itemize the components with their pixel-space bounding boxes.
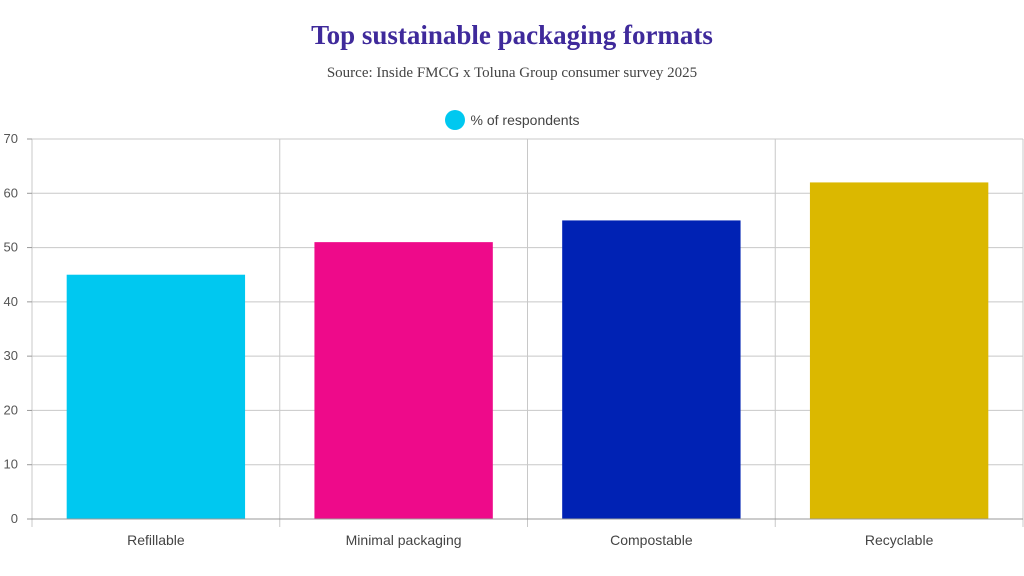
y-tick-label: 60	[4, 185, 18, 200]
x-tick-label: Compostable	[610, 532, 693, 548]
y-tick-label: 50	[4, 240, 18, 255]
bar-recyclable	[809, 182, 989, 519]
y-tick-label: 10	[4, 457, 18, 472]
chart-subtitle: Source: Inside FMCG x Toluna Group consu…	[326, 65, 698, 81]
y-tick-label: 0	[11, 511, 18, 526]
y-tick-label: 30	[4, 348, 18, 363]
legend-label: % of respondents	[470, 112, 580, 128]
y-tick-label: 20	[4, 402, 18, 417]
axis-layer: 0 10 20 30 40 50 60 70 Refillable Minimal packagi…	[4, 131, 1023, 548]
legend[interactable]: % of respondents	[0, 110, 1024, 130]
x-tick-label: Minimal packaging	[346, 532, 462, 548]
x-tick-label: Recyclable	[865, 532, 934, 548]
x-tick-label: Refillable	[127, 532, 185, 548]
chart-title: Top sustainable packaging formats	[311, 20, 713, 50]
bar-compostable	[562, 220, 741, 519]
bar-minimal-packaging	[314, 242, 493, 519]
bar-layer	[66, 182, 989, 519]
y-tick-label: 40	[4, 294, 18, 309]
bar-refillable	[66, 274, 246, 519]
legend-swatch	[444, 110, 465, 130]
y-tick-label: 70	[4, 131, 18, 146]
